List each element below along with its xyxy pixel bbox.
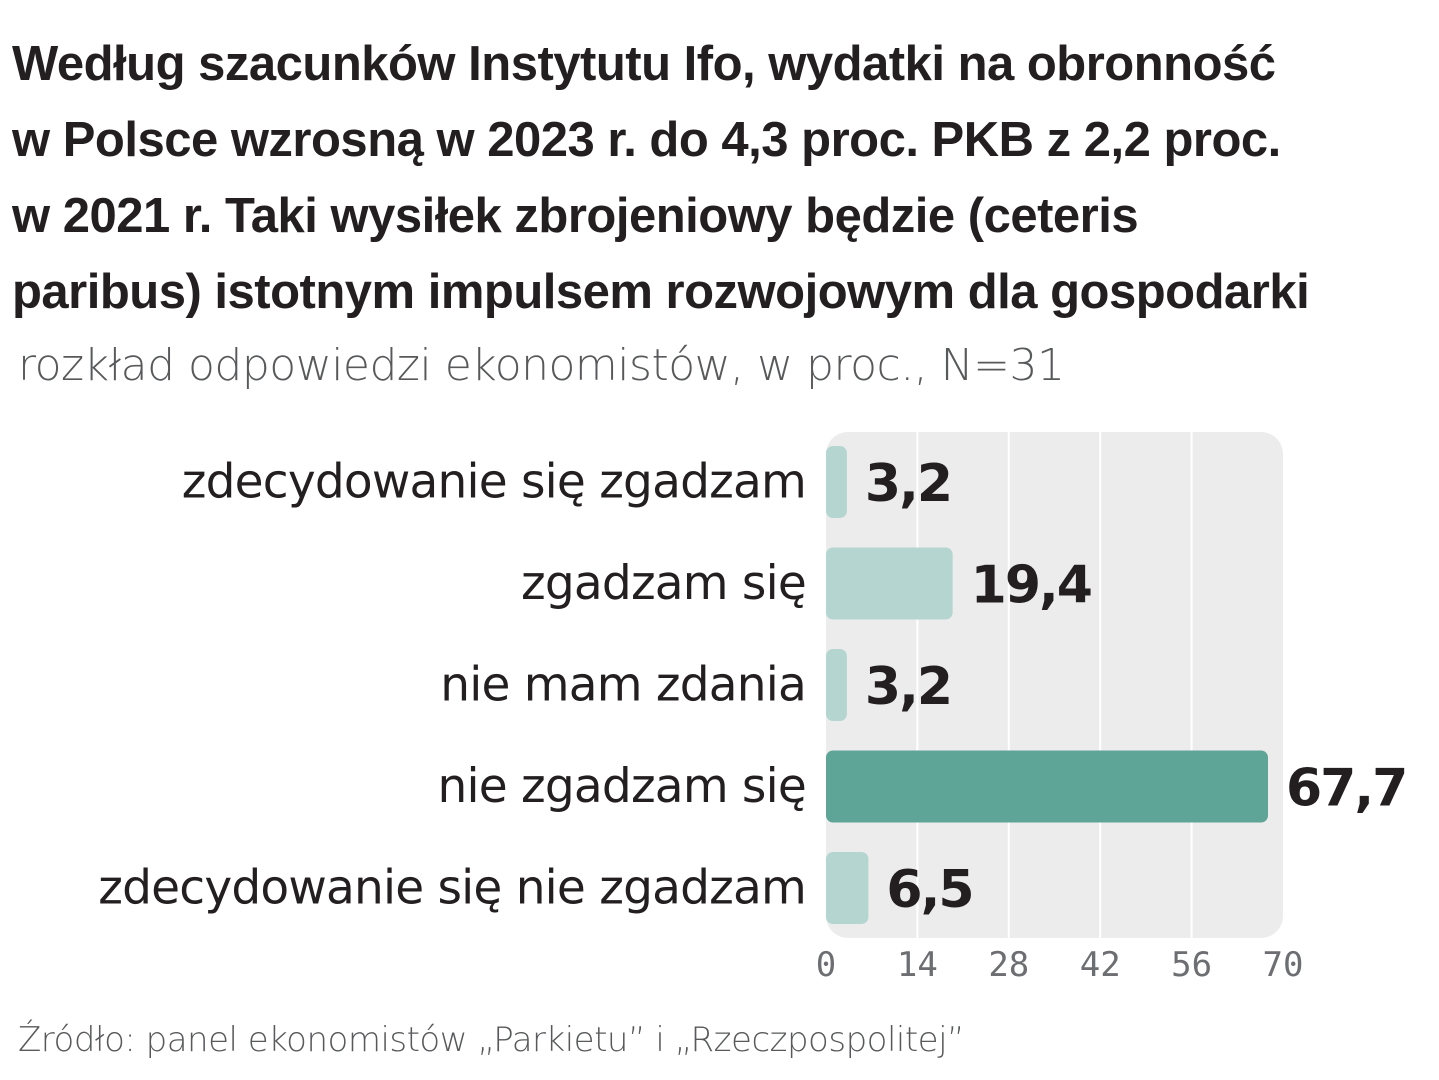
category-label: zdecydowanie się zgadzam bbox=[182, 455, 806, 510]
bar-4 bbox=[826, 750, 1268, 823]
bar-2 bbox=[826, 547, 953, 620]
title-line-1: Według szacunków Instytutu Ifo, wydatki … bbox=[12, 37, 1276, 91]
chart-subtitle: rozkład odpowiedzi ekonomistów, w proc.,… bbox=[18, 340, 1065, 391]
title-line-4: paribus) istotnym impulsem rozwojowym dl… bbox=[12, 265, 1310, 319]
value-label: 3,2 bbox=[865, 657, 951, 717]
value-label: 6,5 bbox=[886, 860, 972, 920]
x-tick-label: 70 bbox=[1263, 945, 1304, 985]
source-note: Źródło: panel ekonomistów „Parkietu” i „… bbox=[18, 1020, 965, 1060]
category-label: zgadzam się bbox=[521, 556, 806, 611]
category-label: nie zgadzam się bbox=[438, 759, 807, 814]
x-tick-label: 56 bbox=[1171, 945, 1212, 985]
bar-5 bbox=[826, 852, 869, 924]
bar-1 bbox=[826, 446, 847, 518]
x-tick-label: 14 bbox=[897, 945, 938, 985]
bar-chart: zdecydowanie się zgadzam 3,2 zgadzam się 19… bbox=[98, 432, 1408, 985]
x-tick-label: 0 bbox=[816, 945, 836, 985]
value-label: 19,4 bbox=[971, 556, 1091, 616]
x-tick-label: 42 bbox=[1080, 945, 1121, 985]
value-label: 67,7 bbox=[1286, 759, 1406, 819]
bar-3 bbox=[826, 649, 847, 721]
x-tick-label: 28 bbox=[988, 945, 1029, 985]
title-line-2: w Polsce wzrosną w 2023 r. do 4,3 proc. … bbox=[12, 113, 1281, 167]
category-label: zdecydowanie się nie zgadzam bbox=[98, 861, 806, 916]
category-label: nie mam zdania bbox=[440, 658, 806, 713]
chart-title: Według szacunków Instytutu Ifo, wydatki … bbox=[12, 26, 1432, 330]
value-label: 3,2 bbox=[865, 454, 951, 514]
title-line-3: w 2021 r. Taki wysiłek zbrojeniowy będzi… bbox=[12, 189, 1139, 243]
